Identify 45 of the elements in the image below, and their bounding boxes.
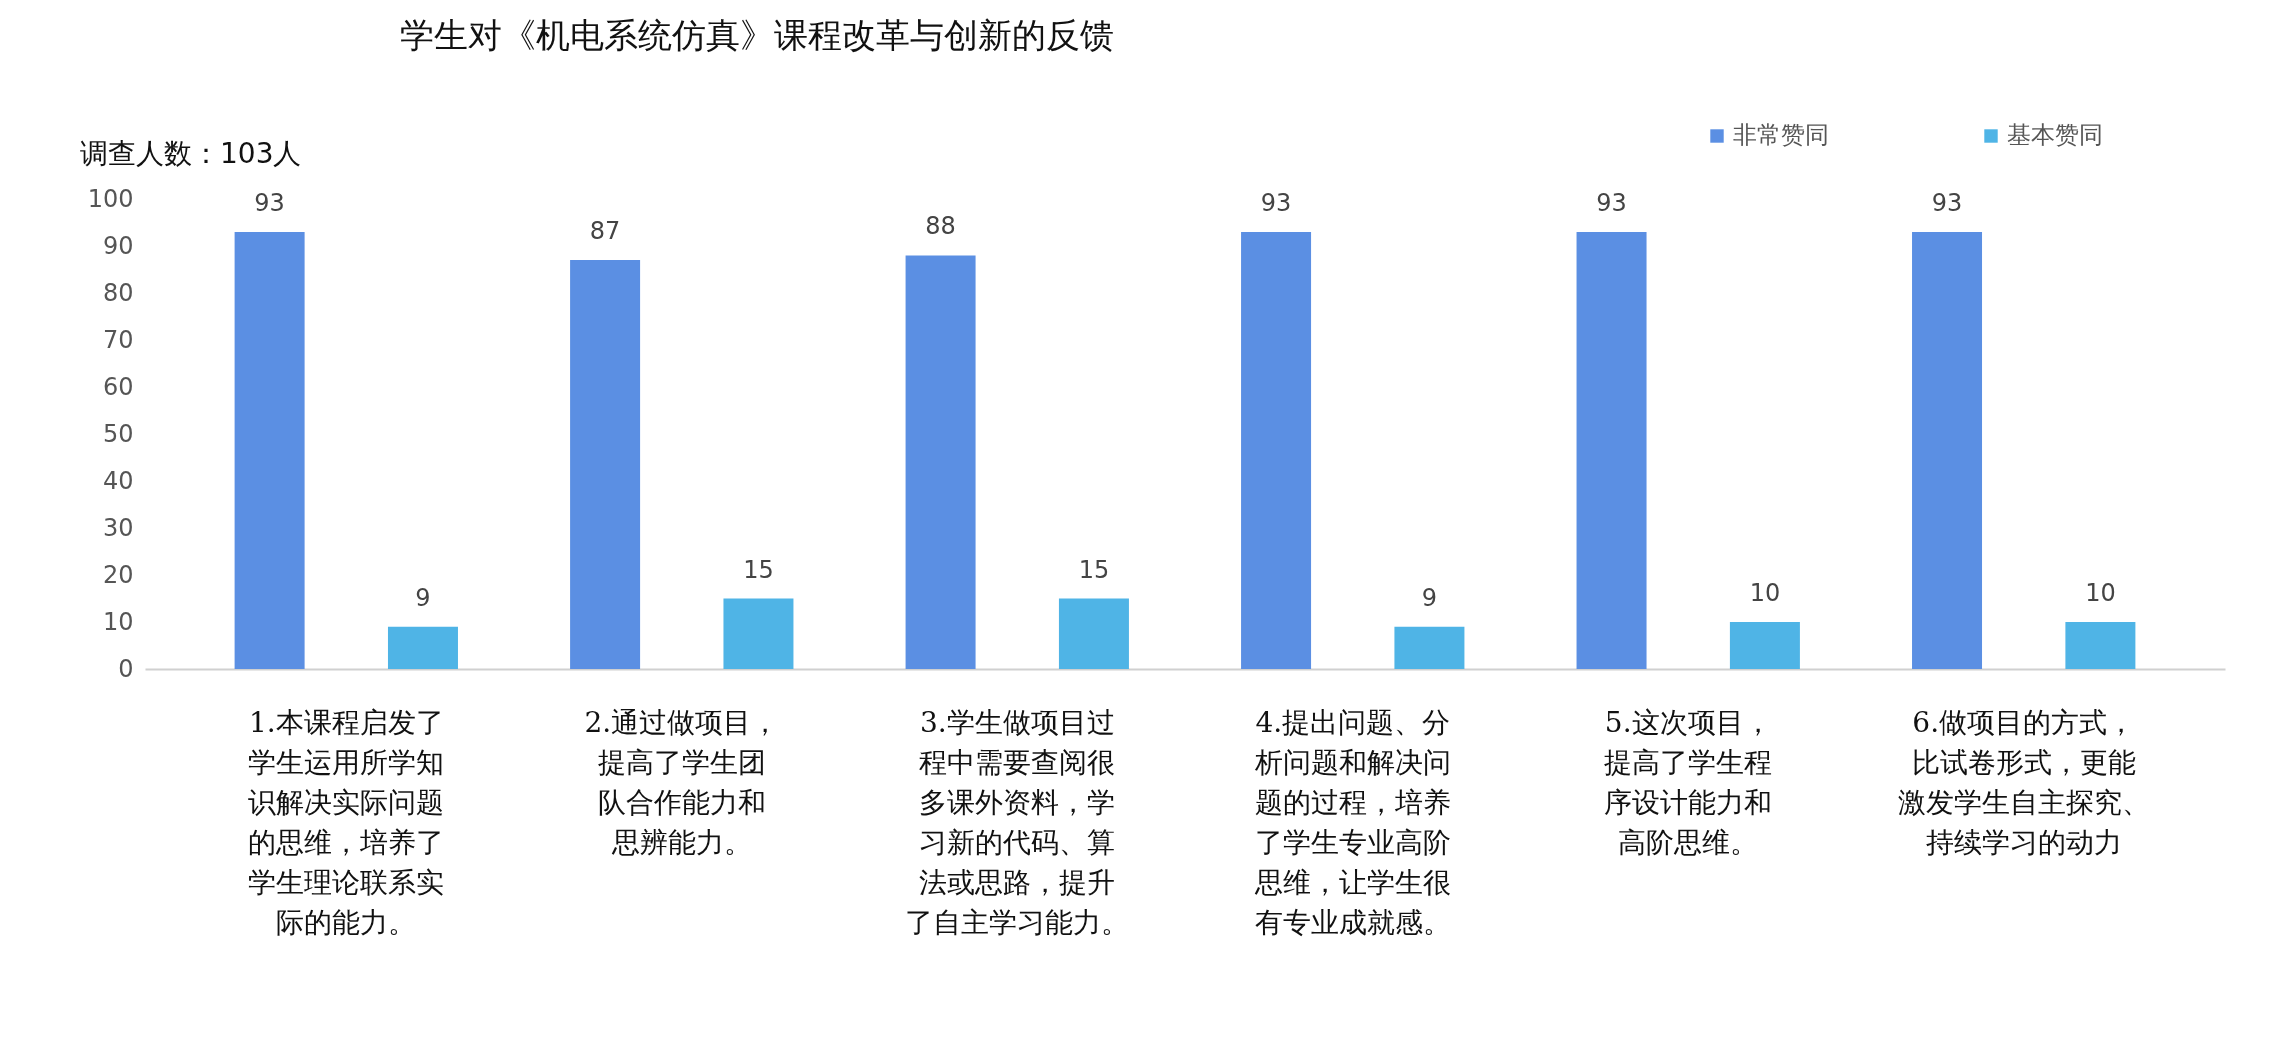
- bar: [1058, 598, 1129, 669]
- data-label: 88: [925, 212, 956, 241]
- data-label: 10: [1749, 579, 1781, 607]
- bar: [1576, 231, 1647, 669]
- x-tick-label: 6.做项目的方式，比试卷形式，更能激发学生自主探究、持续学习的动力: [1897, 705, 2150, 859]
- y-tick-label: 50: [102, 419, 134, 448]
- x-tick-label: 4.提出问题、分析问题和解决问题的过程，培养了学生专业高阶思维，让学生很有专业成就感。: [1253, 705, 1451, 939]
- y-tick-label: 70: [102, 325, 134, 354]
- y-tick-label: 80: [102, 278, 134, 307]
- y-tick-label: 0: [118, 654, 134, 683]
- y-tick-label: 30: [102, 513, 134, 542]
- y-tick-label: 40: [102, 466, 134, 495]
- data-label: 93: [254, 188, 285, 217]
- data-label: 93: [1931, 188, 1963, 217]
- data-label: 93: [1596, 188, 1627, 217]
- y-tick-label: 60: [102, 372, 134, 401]
- bar: [723, 598, 794, 669]
- bar: [1241, 231, 1312, 669]
- data-label: 93: [1260, 188, 1292, 217]
- data-label: 10: [2085, 579, 2116, 607]
- chart-title: 学生对《机电系统仿真》课程改革与创新的反馈: [400, 15, 1114, 55]
- data-label: 9: [415, 583, 431, 612]
- data-label: 15: [743, 555, 774, 584]
- bar: [2065, 622, 2136, 669]
- legend-label: 非常赞同: [1733, 121, 1829, 149]
- bar: [1394, 626, 1465, 669]
- y-tick-label: 20: [102, 560, 134, 589]
- legend-label: 基本赞同: [2007, 121, 2103, 149]
- bar: [1912, 231, 1983, 669]
- x-tick-label: 1.本课程启发了学生运用所学知识解决实际问题的思维，培养了学生理论联系实际的能力。: [248, 705, 445, 939]
- y-tick-label: 90: [102, 231, 134, 260]
- data-label: 87: [589, 217, 621, 246]
- data-label: 15: [1078, 555, 1110, 584]
- data-label: 9: [1421, 583, 1438, 612]
- bar: [1729, 622, 1800, 669]
- y-tick-label: 100: [87, 184, 134, 213]
- bar: [570, 260, 641, 669]
- text: 调查人数：103人: [80, 137, 302, 170]
- bar: [387, 626, 458, 669]
- x-tick-label: 5.这次项目，提高了学生程序设计能力和高阶思维。: [1604, 705, 1773, 859]
- bar: [234, 231, 305, 669]
- x-tick-label: 3.学生做项目过程中需要查阅很多课外资料，学习新的代码、算法或思路，提升了自主学习能力。: [905, 705, 1130, 939]
- y-tick-label: 10: [102, 607, 134, 636]
- x-tick-label: 2.通过做项目，提高了学生团队合作能力和思辨能力。: [584, 705, 780, 859]
- bar: [905, 255, 976, 669]
